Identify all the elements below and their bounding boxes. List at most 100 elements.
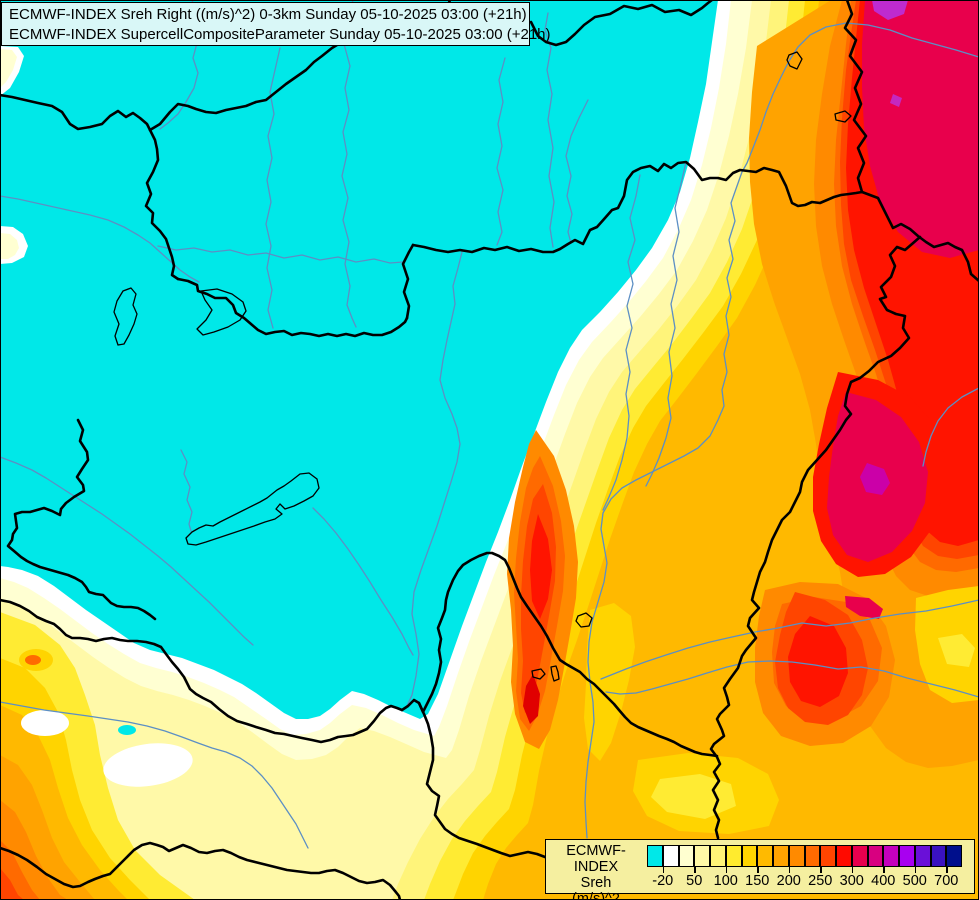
blob-purple-small-spot <box>890 94 902 107</box>
danube-island-outline <box>196 288 247 336</box>
white-patch-southwest <box>103 743 193 787</box>
legend-tick-label: 50 <box>686 873 703 889</box>
legend-tick-label: 300 <box>839 873 864 889</box>
legend-tick <box>851 867 854 873</box>
legend-tick-label: 250 <box>808 873 833 889</box>
lake-neusiedl-outline <box>113 287 138 346</box>
legend-swatch <box>741 845 758 867</box>
legend-units-label: (m/s)^2 <box>572 891 620 900</box>
legend-swatch <box>851 845 868 867</box>
river-maros <box>605 660 979 698</box>
legend-tick <box>820 867 822 873</box>
border-north-hungary <box>411 160 864 254</box>
blob-crimson-cap-east <box>845 596 883 619</box>
legend-parameter-label: Sreh <box>580 875 612 891</box>
legend-tick-label: 200 <box>776 873 801 889</box>
border-danube-bend <box>401 243 415 320</box>
legend-tick <box>914 867 917 873</box>
legend-tick <box>883 867 885 873</box>
legend-swatch <box>883 845 899 867</box>
lake-outlines <box>113 51 852 682</box>
legend-tick-label: 150 <box>745 873 770 889</box>
border-south-baranya <box>400 551 719 758</box>
lake-balaton-outline <box>185 472 320 546</box>
border-west-vertical <box>144 128 180 281</box>
legend-swatch <box>899 845 915 867</box>
legend-tick <box>662 867 665 873</box>
border-danube-south <box>417 701 547 859</box>
small-lake-ne-a <box>786 51 803 70</box>
legend-swatch <box>647 845 663 867</box>
legend-swatch <box>757 845 773 867</box>
blob-purple-top-spot <box>872 0 908 20</box>
river-sava <box>0 701 309 849</box>
legend-swatch <box>678 845 695 867</box>
small-lake-ne-b <box>834 110 852 123</box>
legend-swatch <box>725 845 742 867</box>
white-patch-west <box>21 710 69 736</box>
legend-tick-label: 700 <box>934 873 959 889</box>
legend-tick-label: 100 <box>713 873 738 889</box>
legend-tick-label: 500 <box>902 873 927 889</box>
blob-gold-tisza-valley <box>584 603 635 761</box>
southwest-gradient-stack <box>0 612 195 900</box>
border-sava-southwest <box>0 841 402 900</box>
legend-swatch <box>946 845 962 867</box>
river-east-edge <box>922 387 979 467</box>
small-lake-south-b <box>550 665 560 682</box>
legend-swatch <box>930 845 947 867</box>
river-ipel <box>565 99 589 244</box>
blob-yellow-east-edge <box>938 634 975 667</box>
river-zagyva <box>602 174 641 511</box>
cyan-dot-southwest <box>118 725 136 735</box>
river-hernad <box>645 161 687 487</box>
river-danube-middle <box>406 251 463 707</box>
river-danube-upper <box>0 195 200 283</box>
small-lake-south-a <box>531 668 546 680</box>
legend-tick <box>946 867 948 873</box>
pale-islands-in-cyan <box>0 46 28 264</box>
orange-spot-west-edge <box>25 655 41 665</box>
legend-swatch <box>820 845 836 867</box>
small-lake-central <box>575 612 593 628</box>
legend-swatch <box>788 845 805 867</box>
river-hron <box>496 57 506 246</box>
legend-swatch <box>914 845 931 867</box>
border-east-meander <box>709 235 922 840</box>
blob-magenta-spot <box>860 463 890 495</box>
border-ne-east <box>860 190 979 283</box>
legend-label-block: ECMWF-INDEX Sreh (m/s)^2 <box>546 843 646 900</box>
river-little-danube <box>157 245 404 264</box>
map-title-box: ECMWF-INDEX Sreh Right ((m/s)^2) 0-3km S… <box>1 2 551 46</box>
border-slovenia-wiggle <box>6 418 157 621</box>
legend-tick <box>788 867 791 873</box>
river-drava <box>0 456 254 646</box>
legend-tick <box>725 867 728 873</box>
red-streak-central <box>507 430 578 749</box>
legend-tick <box>694 867 696 873</box>
title-line-1: ECMWF-INDEX Sreh Right ((m/s)^2) 0-3km S… <box>9 6 527 23</box>
river-koros <box>600 599 979 680</box>
border-northwest <box>0 93 152 132</box>
legend-swatch <box>867 845 884 867</box>
legend-swatch <box>694 845 710 867</box>
legend-tick-label: -20 <box>652 873 674 889</box>
legend-swatch <box>662 845 679 867</box>
legend-product-label: ECMWF-INDEX <box>566 843 626 875</box>
legend-swatch <box>773 845 789 867</box>
border-danube-west <box>176 277 409 338</box>
legend-swatch <box>710 845 726 867</box>
legend-tick <box>757 867 759 873</box>
border-south-drava <box>0 598 404 744</box>
border-ne-vertical <box>843 0 868 194</box>
legend-tick-label: 400 <box>871 873 896 889</box>
river-zala <box>180 449 193 532</box>
blob-crimson-ne-corner <box>862 0 979 258</box>
title-line-2: ECMWF-INDEX SupercellCompositeParameter … <box>9 26 551 43</box>
river-vah <box>341 0 357 328</box>
legend-swatch <box>836 845 852 867</box>
border-top-squiggle <box>529 0 714 47</box>
